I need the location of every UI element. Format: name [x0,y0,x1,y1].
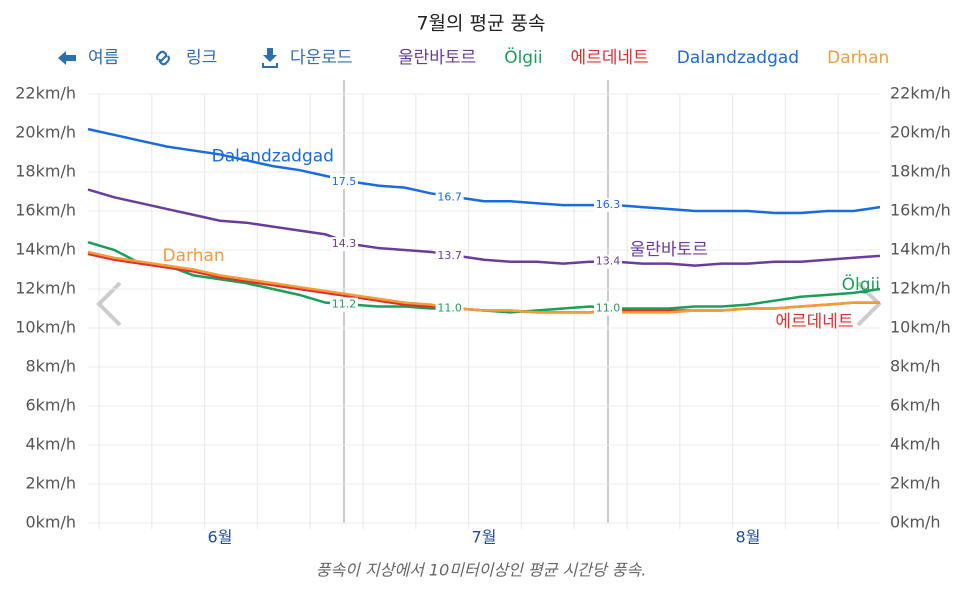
x-tick-label: 7월 [472,528,497,547]
data-label: 13.4 [596,255,621,268]
toolbar: 여름 링크 다운로드 [58,48,353,68]
y2-tick-label: 22km/h [890,84,951,103]
y-tick-label: 4km/h [25,435,76,454]
y2-tick-label: 18km/h [890,162,951,181]
label-bg [435,248,464,263]
label-bg [330,237,358,252]
y-tick-label: 0km/h [25,513,76,532]
data-label: 11.2 [332,298,357,311]
x-tick-label: 6월 [208,528,233,547]
label-bg [594,198,622,213]
y-tick-label: 14km/h [15,240,76,259]
data-label: 14.3 [332,237,357,250]
data-label: 16.3 [596,198,621,211]
series-line [87,127,881,215]
y2-tick-label: 8km/h [890,357,941,376]
link-icon[interactable] [156,50,170,66]
toolbar-button[interactable]: 링크 [186,48,217,68]
data-label: 11.0 [596,302,621,315]
y2-tick-label: 2km/h [890,474,941,493]
y-tick-label: 2km/h [25,474,76,493]
y-tick-label: 22km/h [15,84,76,103]
series-line [87,250,880,314]
series-label: 울란바토르 [630,240,708,260]
series-label: Ölgii [842,273,880,295]
y2-tick-label: 20km/h [890,123,951,142]
x-tick-label: 8월 [736,528,761,547]
y-tick-label: 8km/h [25,357,76,376]
legend-entry[interactable]: Darhan [827,48,889,68]
legend-entry[interactable]: 울란바토르 [398,48,476,68]
y2-tick-label: 14km/h [890,240,951,259]
toolbar-button[interactable]: 여름 [88,48,119,68]
label-bg [435,301,464,316]
chart-note: 풍속이 지상에서 10미터이상인 평균 시간당 풍속. [316,561,647,580]
label-bg [330,174,358,189]
toolbar-button[interactable]: 다운로드 [290,48,353,68]
chart-title: 7월의 평균 풍속 [416,13,545,35]
legend-entry[interactable]: 에르데네트 [571,48,649,68]
series-label: Dalandzadgad [212,146,334,166]
y2-tick-label: 10km/h [890,318,951,337]
y-tick-label: 18km/h [15,162,76,181]
y-tick-label: 16km/h [15,201,76,220]
legend: 울란바토르 Ölgii 에르데네트 Dalandzadgad Darhan [398,46,889,68]
y2-tick-label: 16km/h [890,201,951,220]
data-label: 11.0 [437,302,462,315]
download-icon[interactable] [262,48,278,68]
data-label: 13.7 [437,249,462,262]
series-line [87,188,881,267]
y-tick-label: 6km/h [25,396,76,415]
label-bg [330,297,358,312]
series-label: 에르데네트 [775,312,853,332]
y2-tick-label: 0km/h [890,513,941,532]
data-label: 17.5 [332,175,357,188]
legend-entry[interactable]: Dalandzadgad [677,48,799,68]
label-bg [435,190,464,205]
prev-arrow[interactable] [96,281,122,327]
label-bg [594,254,622,269]
y-tick-label: 20km/h [15,123,76,142]
y-tick-label: 12km/h [15,279,76,298]
y2-tick-label: 6km/h [890,396,941,415]
series-label: Darhan [163,246,225,266]
y-tick-label: 10km/h [15,318,76,337]
data-label: 16.7 [437,190,462,203]
back-icon[interactable] [58,51,76,65]
label-bg [594,301,622,316]
y2-tick-label: 4km/h [890,435,941,454]
legend-entry[interactable]: Ölgii [504,46,542,68]
y2-tick-label: 12km/h [890,279,951,298]
